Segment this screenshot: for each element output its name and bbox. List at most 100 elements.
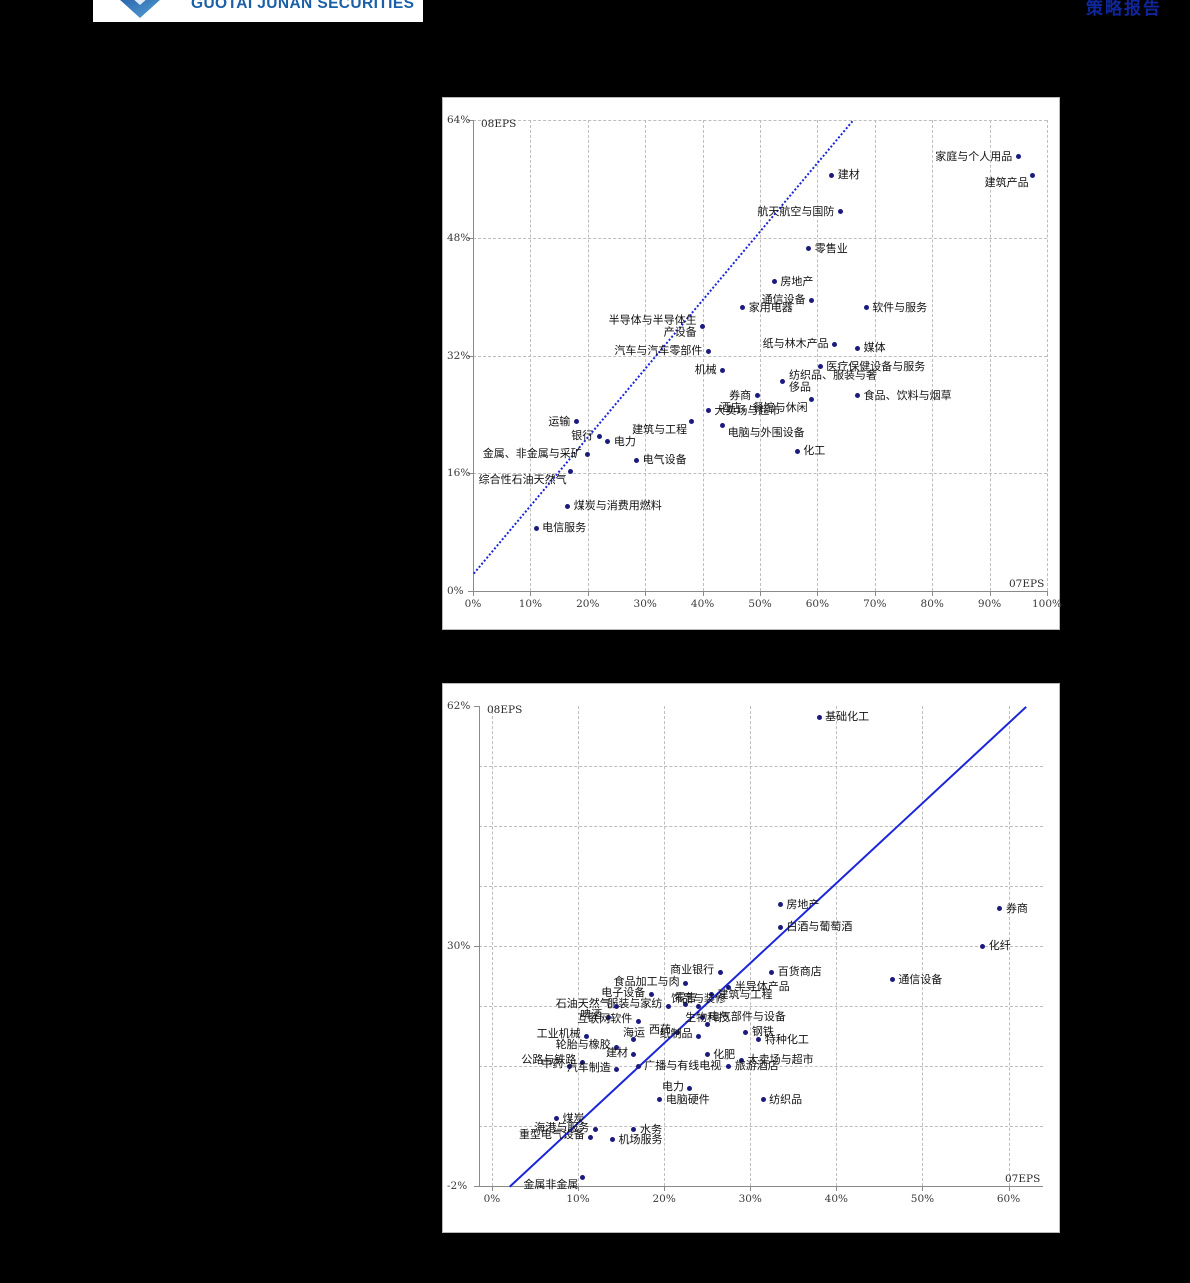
x-axis-tick	[922, 1186, 924, 1191]
data-point	[829, 172, 835, 178]
y-axis-title: 08EPS	[481, 118, 517, 130]
gridline-vertical	[1047, 120, 1048, 591]
data-point	[605, 439, 611, 445]
data-point	[705, 348, 711, 354]
data-point-label: 食品加工与肉	[613, 974, 680, 988]
x-axis-tick	[817, 591, 819, 596]
x-axis-tick	[989, 591, 991, 596]
x-axis	[479, 1186, 1043, 1187]
data-point-label: 建筑与工程	[632, 422, 688, 436]
data-point-label: 钢铁	[751, 1025, 774, 1039]
scatter-chart-1: 0% 10% 20% 30% 40% 50% 60% 70% 80% 90% 100% 0% 16% 32…	[442, 97, 1062, 630]
data-point-label: 大卖场与超市	[747, 1053, 814, 1067]
data-point	[777, 902, 783, 908]
gridline-horizontal	[473, 473, 1047, 475]
x-axis-tick-label: 70%	[863, 598, 887, 610]
data-point-label: 银行	[571, 429, 594, 443]
data-point	[614, 1003, 620, 1009]
y-axis-tick-label: 16%	[447, 467, 471, 480]
y-axis-tick-label: 62%	[447, 700, 471, 712]
data-point	[832, 341, 838, 347]
y-axis-tick	[468, 473, 473, 475]
x-axis-tick-label: 0%	[464, 598, 482, 610]
data-point	[863, 305, 869, 311]
data-point	[717, 969, 723, 975]
data-point-label: 商业银行	[670, 963, 715, 977]
data-point-label: 基础化工	[825, 710, 870, 724]
y-axis-tick	[468, 591, 473, 592]
y-axis-tick	[474, 706, 479, 707]
x-axis-tick-label: 30%	[738, 1193, 762, 1205]
gridline-horizontal	[479, 766, 1043, 767]
x-axis-tick	[664, 1186, 666, 1191]
x-axis-tick-label: 50%	[910, 1193, 935, 1205]
data-point-label: 机械	[694, 363, 717, 377]
data-point-label: 化纤	[988, 939, 1011, 953]
data-point	[565, 503, 571, 509]
data-point	[760, 1097, 766, 1103]
data-point-label: 酒店、餐馆与休闲	[719, 400, 808, 414]
data-point	[1015, 154, 1021, 160]
data-point	[700, 323, 706, 329]
data-point	[743, 1029, 749, 1035]
x-axis-tick	[578, 1186, 580, 1191]
data-point-label: 海港与服务	[534, 1120, 590, 1134]
data-point-label: 石油天然气	[555, 997, 611, 1011]
data-point	[584, 1033, 590, 1039]
x-axis-tick	[587, 591, 589, 596]
data-point	[726, 1063, 732, 1069]
data-point	[837, 209, 843, 215]
x-axis-tick-label: 20%	[576, 598, 600, 610]
x-axis-title: 07EPS	[1009, 578, 1045, 590]
data-point	[720, 367, 726, 373]
data-point	[817, 364, 823, 370]
company-logo: GUOTAI JUNAN SECURITIES	[93, 0, 423, 22]
data-point	[806, 246, 812, 252]
data-point	[566, 1063, 572, 1069]
y-axis	[473, 120, 474, 591]
data-point	[579, 1059, 585, 1065]
data-point	[794, 448, 800, 454]
gridline-horizontal	[473, 120, 1047, 121]
data-point-label: 电脑硬件	[665, 1092, 710, 1106]
data-point-label: 电力	[613, 434, 636, 448]
data-point-label: 房地产	[780, 275, 814, 289]
data-point-label: 广播与有线电视	[644, 1059, 722, 1073]
data-point-label: 白酒与葡萄酒	[786, 920, 853, 934]
y-axis-tick-label: -2%	[447, 1180, 468, 1192]
data-point-label: 航天航空与国防	[757, 205, 835, 219]
data-point-label: 金属非金属	[523, 1178, 579, 1192]
data-point	[614, 1044, 620, 1050]
x-axis-tick	[1047, 591, 1048, 596]
data-point	[688, 419, 694, 425]
data-point	[614, 1067, 620, 1073]
data-point	[980, 943, 986, 949]
x-axis-tick-label: 80%	[920, 598, 944, 610]
data-point-label: 中药	[541, 1057, 564, 1071]
y-axis	[479, 706, 480, 1186]
data-point	[1030, 172, 1036, 178]
data-point-label: 券商	[729, 389, 752, 403]
data-point	[553, 1116, 559, 1121]
x-axis-tick-label: 60%	[805, 598, 830, 610]
data-point	[889, 977, 895, 983]
data-point-label: 纸制品	[659, 1027, 693, 1041]
data-point-label: 食品、饮料与烟草	[863, 389, 952, 403]
x-axis-tick	[530, 591, 532, 596]
data-point	[579, 1174, 585, 1180]
data-point	[700, 1014, 706, 1020]
data-point-label: 纺织品	[769, 1092, 803, 1106]
data-point-label: 医疗保健设备与服务	[826, 359, 926, 373]
data-point-label: 电力	[661, 1079, 684, 1093]
data-point-label: 水务	[639, 1122, 662, 1136]
y-axis-tick	[474, 946, 479, 947]
data-point	[605, 1014, 611, 1020]
data-point-label: 媒体	[863, 341, 886, 355]
x-axis-tick	[473, 591, 474, 596]
data-point-label: 券商	[1005, 901, 1028, 915]
data-point	[708, 992, 714, 998]
data-point	[568, 469, 574, 475]
x-axis-tick	[836, 1186, 838, 1191]
y-axis-title: 08EPS	[487, 704, 523, 716]
